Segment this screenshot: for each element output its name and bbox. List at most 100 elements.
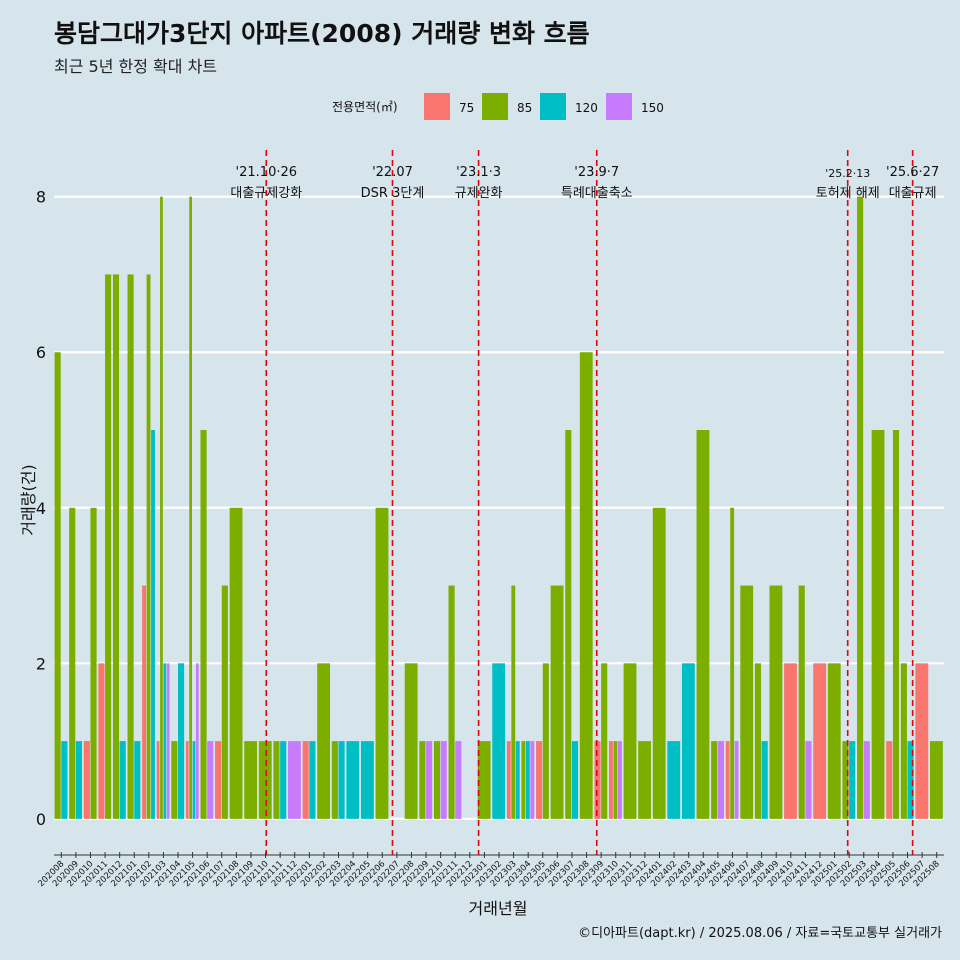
bar-85-202312 bbox=[638, 741, 652, 819]
event-label: 규제완화 bbox=[455, 186, 503, 201]
bar-150-202406 bbox=[734, 741, 739, 819]
bar-75-202412 bbox=[813, 663, 827, 819]
bar-85-202311 bbox=[623, 663, 637, 819]
bar-85-202411 bbox=[798, 585, 805, 819]
legend-label-85: 85 bbox=[517, 101, 532, 115]
bar-85-202505 bbox=[892, 430, 900, 819]
bars bbox=[54, 196, 943, 819]
bar-85-202405 bbox=[711, 741, 718, 819]
bar-120-202205 bbox=[360, 741, 374, 819]
bar-85-202105 bbox=[189, 196, 193, 819]
bar-85-202102 bbox=[146, 274, 151, 819]
chart-title: 봉담그대가3단지 아파트(2008) 거래량 변화 흐름 bbox=[54, 19, 590, 48]
bar-75-202103 bbox=[156, 741, 160, 819]
bar-150-202304 bbox=[530, 741, 535, 819]
bar-85-202107 bbox=[221, 585, 228, 819]
bar-150-202405 bbox=[717, 741, 724, 819]
bar-85-202409 bbox=[769, 585, 783, 819]
legend: 전용면적(㎡) 75 85 120 150 bbox=[332, 93, 664, 120]
legend-label-150: 150 bbox=[641, 101, 664, 115]
bar-85-202104 bbox=[171, 741, 178, 819]
bar-75-202310 bbox=[609, 741, 613, 819]
bar-150-202103 bbox=[166, 663, 170, 819]
legend-swatch-150 bbox=[606, 93, 632, 120]
bar-85-202108 bbox=[229, 507, 243, 819]
bar-85-202012 bbox=[112, 274, 120, 819]
bar-120-202101 bbox=[134, 741, 141, 819]
bar-85-202209 bbox=[419, 741, 426, 819]
y-tick-label: 8 bbox=[36, 188, 46, 207]
bar-75-202406 bbox=[725, 741, 730, 819]
legend-swatch-75 bbox=[424, 93, 450, 120]
bar-85-202010 bbox=[90, 507, 97, 819]
event-date: '25.6·27 bbox=[886, 165, 939, 180]
bar-85-202008 bbox=[54, 352, 61, 819]
bar-75-202305 bbox=[536, 741, 543, 819]
bar-120-202304 bbox=[525, 741, 530, 819]
bar-85-202310 bbox=[613, 741, 618, 819]
bar-85-202504 bbox=[871, 430, 885, 819]
bar-75-202303 bbox=[506, 741, 511, 819]
bar-150-202106 bbox=[207, 741, 214, 819]
bar-85-202503 bbox=[857, 196, 864, 819]
bar-85-202208 bbox=[404, 663, 418, 819]
bar-85-202106 bbox=[200, 430, 207, 819]
bar-85-202206 bbox=[375, 507, 389, 819]
bar-120-202201 bbox=[309, 741, 316, 819]
bar-120-202403 bbox=[681, 663, 695, 819]
bar-85-202506 bbox=[900, 663, 907, 819]
bar-85-202210 bbox=[433, 741, 441, 819]
bar-150-202310 bbox=[617, 741, 622, 819]
legend-title: 전용면적(㎡) bbox=[332, 100, 398, 114]
bar-85-202304 bbox=[521, 741, 526, 819]
legend-label-120: 120 bbox=[575, 101, 598, 115]
bar-120-202203 bbox=[338, 741, 345, 819]
bar-75-202410 bbox=[784, 663, 797, 819]
bar-85-202103 bbox=[160, 196, 163, 819]
bar-85-202308 bbox=[579, 352, 593, 819]
bar-120-202008 bbox=[61, 741, 68, 819]
bar-85-202011 bbox=[105, 274, 112, 819]
bar-85-202111 bbox=[273, 741, 280, 819]
bar-150-202209 bbox=[426, 741, 433, 819]
bar-120-202204 bbox=[346, 741, 360, 819]
x-axis-title: 거래년월 bbox=[469, 899, 528, 918]
bar-120-202307 bbox=[571, 741, 579, 819]
bar-150-202503 bbox=[863, 741, 870, 819]
bar-85-202502 bbox=[842, 741, 849, 819]
x-axis: 2020082020092020102020112020122021012021… bbox=[36, 852, 944, 889]
bar-75-202011 bbox=[98, 663, 105, 819]
y-tick-label: 4 bbox=[36, 499, 46, 518]
bar-85-202306 bbox=[550, 585, 564, 819]
bar-120-202506 bbox=[907, 741, 914, 819]
event-date: '23.1·3 bbox=[456, 165, 501, 180]
legend-swatch-120 bbox=[540, 93, 566, 120]
bar-120-202408 bbox=[761, 741, 768, 819]
y-axis-title: 거래량(건) bbox=[19, 464, 38, 535]
bar-85-202303 bbox=[511, 585, 516, 819]
bar-85-202508 bbox=[929, 741, 943, 819]
bar-85-202101 bbox=[127, 274, 134, 819]
bar-120-202104 bbox=[178, 663, 185, 819]
bar-85-202407 bbox=[740, 585, 754, 819]
bar-85-202301 bbox=[477, 741, 491, 819]
bar-85-202305 bbox=[542, 663, 549, 819]
bar-85-202408 bbox=[754, 663, 762, 819]
bar-75-202105 bbox=[185, 741, 189, 819]
bar-85-202211 bbox=[448, 585, 455, 819]
event-label: 대출규제 bbox=[889, 186, 937, 201]
legend-swatch-85 bbox=[482, 93, 508, 120]
bar-85-202404 bbox=[696, 430, 710, 819]
bar-150-202210 bbox=[440, 741, 447, 819]
bar-85-202110 bbox=[258, 741, 272, 819]
bar-85-202307 bbox=[565, 430, 572, 819]
bar-75-202107 bbox=[215, 741, 222, 819]
event-markers: '21.10·26 대출규제강화 '22.07 DSR 3단계 '23.1·3 규제완화 '… bbox=[230, 150, 939, 855]
event-date: '21.10·26 bbox=[236, 165, 297, 180]
bar-120-202302 bbox=[492, 663, 506, 819]
event-label: 토허제 해제 bbox=[816, 186, 880, 201]
bar-85-202009 bbox=[69, 507, 76, 819]
chart-caption: ©디아파트(dapt.kr) / 2025.08.06 / 자료=국토교통부 실… bbox=[578, 926, 942, 941]
event-label: 대출규제강화 bbox=[230, 186, 302, 201]
bar-120-202012 bbox=[119, 741, 126, 819]
